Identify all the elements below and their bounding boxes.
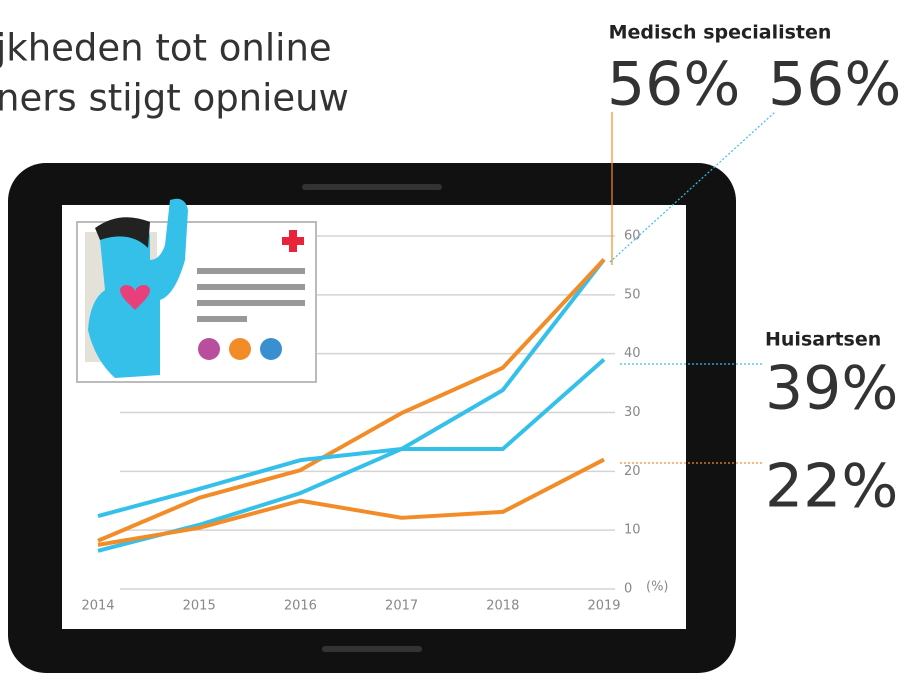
title-line: jkheden tot online	[0, 27, 332, 70]
annotation: Medisch specialisten	[609, 22, 832, 44]
text-line	[197, 268, 305, 274]
text-line	[197, 316, 247, 322]
infographic: jkheden tot online ners stijgt opnieuw 0…	[0, 0, 915, 695]
y-tick-label: 40	[624, 346, 641, 361]
x-tick-label: 2014	[81, 599, 114, 614]
annotation: Huisartsen	[765, 329, 881, 351]
title-line: ners stijgt opnieuw	[0, 77, 349, 120]
icon	[198, 338, 220, 360]
annotation: 22%	[765, 452, 898, 522]
text-line	[197, 300, 305, 306]
y-tick-label: 60	[624, 229, 641, 244]
y-unit: (%)	[646, 580, 669, 595]
cross	[289, 230, 297, 252]
y-tick-label: 50	[624, 287, 641, 302]
x-tick-label: 2016	[284, 599, 317, 614]
annotation: 56%	[607, 50, 740, 120]
icon	[260, 338, 282, 360]
x-tick-label: 2019	[587, 599, 620, 614]
x-tick-label: 2017	[385, 599, 418, 614]
y-tick-label: 0	[624, 582, 632, 597]
annotation: 39%	[765, 354, 898, 424]
x-tick-label: 2018	[486, 599, 519, 614]
y-tick-label: 20	[624, 464, 641, 479]
icon	[229, 338, 251, 360]
home-bar	[322, 646, 422, 652]
x-tick-label: 2015	[183, 599, 216, 614]
illustration	[77, 199, 316, 382]
text-line	[197, 284, 305, 290]
y-tick-label: 10	[624, 523, 641, 538]
y-tick-label: 30	[624, 405, 641, 420]
annotation: 56%	[768, 50, 901, 120]
speaker	[302, 184, 442, 190]
